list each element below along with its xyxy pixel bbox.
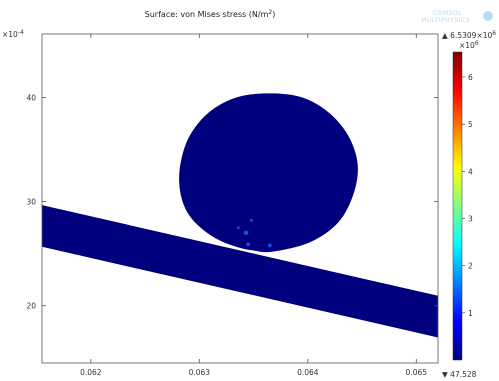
comsol-watermark: COMSOL MULTIPHYSICS: [421, 10, 493, 24]
x-tick-label: 0.063: [189, 368, 211, 377]
y-axis-multiplier: ×10-4: [2, 29, 24, 39]
y-tick-label: 20: [26, 302, 36, 311]
colorbar-multiplier: ×106: [459, 40, 479, 50]
plot-title: Surface: von Mises stress (N/m2): [145, 9, 276, 19]
watermark-logo-icon: [483, 11, 493, 21]
colorbar-tick-label: 4: [468, 167, 473, 176]
y-tick-label: 40: [26, 94, 36, 103]
plot-frame: [41, 33, 439, 364]
x-tick-label: 0.065: [406, 368, 428, 377]
colorbar-min-label: ▼ 47.528: [442, 370, 477, 379]
stress-hotspot: [249, 218, 253, 222]
x-tick-label: 0.064: [297, 368, 319, 377]
x-tick-label: 0.062: [80, 368, 102, 377]
colorbar-gradient: [452, 51, 463, 361]
colorbar-ticks: 1 2 3 4 5 6: [462, 73, 473, 318]
stress-domain: [42, 93, 438, 338]
watermark-line2: MULTIPHYSICS: [421, 17, 470, 24]
stress-hotspot: [268, 243, 272, 248]
particle-domain: [179, 93, 358, 253]
colorbar-tick-label: 6: [468, 73, 473, 82]
colorbar-tick-label: 5: [468, 120, 473, 129]
colorbar-tick-label: 2: [468, 262, 473, 271]
plot-area: [42, 93, 438, 338]
colorbar-tick-label: 1: [468, 309, 473, 318]
stress-hotspot: [237, 226, 240, 229]
y-tick-label: 30: [26, 198, 36, 207]
y-axis: 20 30 40: [26, 94, 438, 311]
stress-hotspot: [243, 230, 249, 236]
colorbar: ▲ 6.5309×106 ×106 1 2 3 4 5 6 ▼ 47.528: [442, 30, 496, 379]
colorbar-tick-label: 3: [468, 215, 473, 224]
colorbar-max-label: ▲ 6.5309×106: [442, 30, 496, 40]
x-axis: 0.062 0.063 0.064 0.065: [80, 34, 427, 377]
watermark-line1: COMSOL: [433, 10, 462, 17]
stress-hotspot: [246, 242, 250, 247]
contact-plate: [42, 205, 438, 338]
